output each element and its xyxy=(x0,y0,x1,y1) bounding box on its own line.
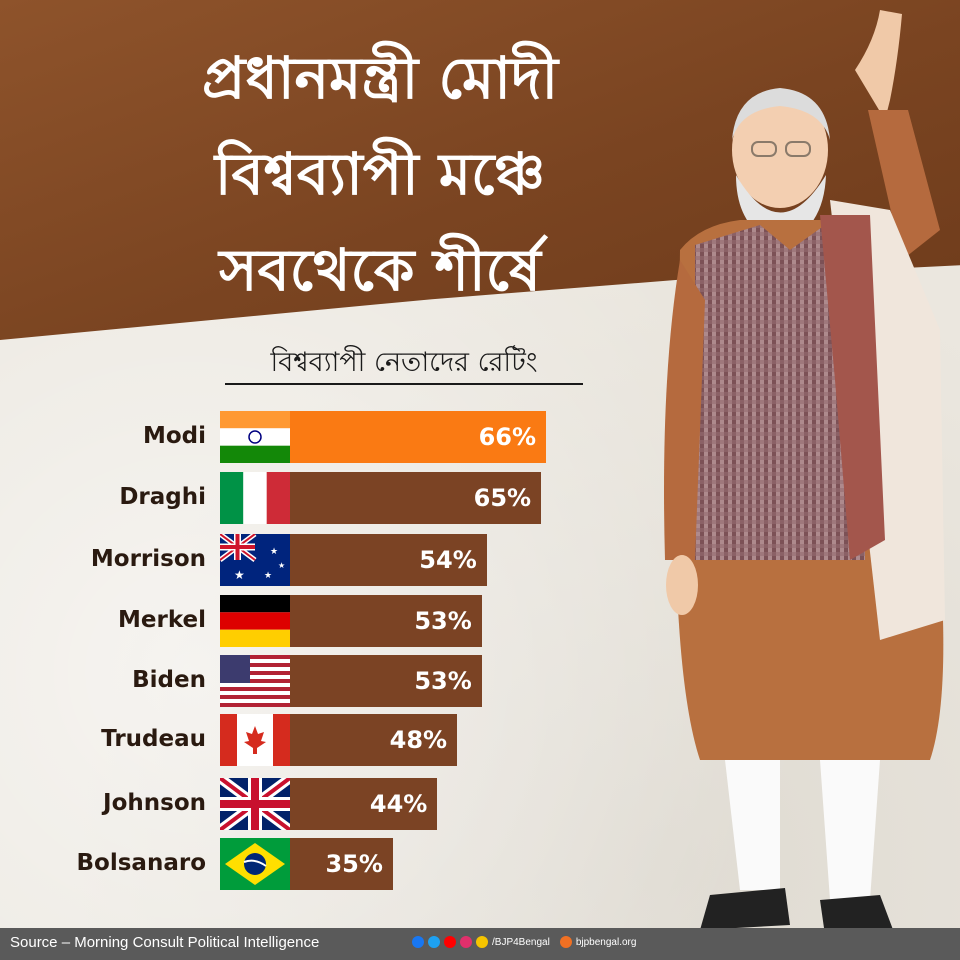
value-label: 48% xyxy=(389,726,448,754)
source-text: Source – Morning Consult Political Intel… xyxy=(10,934,320,951)
germany-flag-icon xyxy=(220,595,290,647)
australia-flag-icon: ★ ★ ★ ★ xyxy=(220,534,290,586)
value-label: 35% xyxy=(325,850,383,878)
bar xyxy=(290,472,542,524)
social-handle[interactable]: /BJP4Bengal xyxy=(492,936,550,948)
canada-flag-icon xyxy=(220,714,290,766)
category-label: Trudeau xyxy=(101,726,206,752)
category-label: Bolsanaro xyxy=(76,850,206,876)
twitter-icon[interactable] xyxy=(428,936,440,948)
bar xyxy=(290,838,393,890)
value-label: 65% xyxy=(473,484,532,512)
category-label: Modi xyxy=(142,423,206,449)
brazil-flag-icon xyxy=(220,838,290,890)
bar xyxy=(290,655,482,707)
website-link[interactable]: bjpbengal.org xyxy=(575,936,637,948)
person-illustration-icon xyxy=(664,10,945,935)
bar xyxy=(290,595,482,647)
headline-line-2: বিশ্বব্যাপী মঞ্চে xyxy=(214,140,546,208)
svg-text:★: ★ xyxy=(234,568,245,582)
category-label: Morrison xyxy=(90,546,206,572)
footer-bar: Source – Morning Consult Political Intel… xyxy=(0,928,960,960)
uk-flag-icon xyxy=(220,778,290,830)
category-label: Merkel xyxy=(118,607,206,633)
value-label: 53% xyxy=(414,607,472,635)
bar xyxy=(290,778,438,830)
headline-line-1: প্রধানমন্ত্রী মোদী xyxy=(201,44,559,112)
chart-title: বিশ্বব্যাপী নেতাদের রেটিং xyxy=(225,343,583,385)
facebook-icon[interactable] xyxy=(412,936,424,948)
category-label: Johnson xyxy=(103,790,206,816)
value-label: 54% xyxy=(419,546,477,574)
svg-text:★: ★ xyxy=(270,547,278,557)
youtube-icon[interactable] xyxy=(444,936,456,948)
category-label: Biden xyxy=(132,667,206,693)
headline: প্রধানমন্ত্রী মোদী বিশ্বব্যাপী মঞ্চে সবথ… xyxy=(100,30,660,318)
usa-flag-icon xyxy=(220,655,290,707)
value-label: 66% xyxy=(478,423,537,451)
globe-icon[interactable] xyxy=(559,936,572,948)
koo-icon[interactable] xyxy=(476,936,488,948)
italy-flag-icon xyxy=(220,472,290,524)
headline-line-3: সবথেকে শীর্ষে xyxy=(219,236,541,304)
india-flag-icon xyxy=(220,411,290,463)
bar xyxy=(290,714,458,766)
social-links: /BJP4Bengal bjpbengal.org xyxy=(412,936,636,948)
value-label: 44% xyxy=(369,790,428,818)
value-label: 53% xyxy=(414,667,472,695)
svg-text:★: ★ xyxy=(278,561,285,570)
svg-text:★: ★ xyxy=(264,571,272,581)
instagram-icon[interactable] xyxy=(460,936,472,948)
bar xyxy=(290,411,547,463)
bar xyxy=(290,534,487,586)
category-label: Draghi xyxy=(119,484,206,510)
